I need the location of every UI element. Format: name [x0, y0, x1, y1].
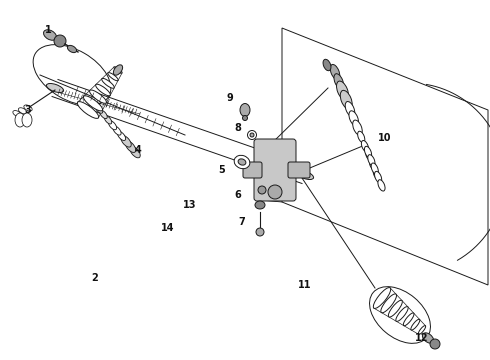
Ellipse shape — [118, 131, 125, 140]
FancyBboxPatch shape — [288, 162, 310, 178]
Ellipse shape — [368, 155, 375, 166]
Ellipse shape — [396, 307, 408, 321]
FancyBboxPatch shape — [243, 162, 262, 178]
Ellipse shape — [240, 104, 250, 117]
Ellipse shape — [130, 146, 140, 158]
Ellipse shape — [323, 59, 331, 71]
Ellipse shape — [345, 102, 355, 117]
Ellipse shape — [366, 151, 372, 160]
Ellipse shape — [349, 111, 359, 126]
Ellipse shape — [369, 160, 375, 170]
Ellipse shape — [77, 102, 98, 118]
Ellipse shape — [403, 313, 414, 326]
Ellipse shape — [125, 141, 136, 152]
Text: 12: 12 — [415, 333, 429, 343]
Text: 8: 8 — [235, 123, 242, 133]
Ellipse shape — [44, 30, 56, 40]
Ellipse shape — [108, 73, 118, 81]
Ellipse shape — [104, 116, 112, 124]
Ellipse shape — [96, 84, 110, 96]
Ellipse shape — [24, 105, 32, 111]
Text: 14: 14 — [161, 223, 175, 233]
Ellipse shape — [68, 45, 76, 53]
Ellipse shape — [102, 78, 114, 88]
Ellipse shape — [340, 90, 352, 109]
Text: 4: 4 — [135, 145, 142, 155]
Ellipse shape — [100, 110, 107, 118]
Ellipse shape — [114, 67, 122, 73]
Ellipse shape — [337, 81, 348, 100]
Ellipse shape — [108, 121, 117, 130]
Text: 11: 11 — [298, 280, 312, 290]
Text: 9: 9 — [226, 93, 233, 103]
Text: 10: 10 — [378, 133, 392, 143]
Ellipse shape — [371, 163, 378, 174]
Text: 7: 7 — [239, 217, 245, 227]
Ellipse shape — [362, 140, 368, 152]
Ellipse shape — [83, 96, 102, 111]
Ellipse shape — [378, 180, 385, 191]
Ellipse shape — [373, 169, 379, 179]
Circle shape — [268, 185, 282, 199]
Ellipse shape — [121, 135, 131, 147]
Ellipse shape — [95, 105, 103, 113]
Ellipse shape — [365, 146, 371, 158]
Ellipse shape — [258, 186, 266, 194]
Ellipse shape — [411, 319, 420, 330]
Circle shape — [430, 339, 440, 349]
Circle shape — [54, 35, 66, 47]
Ellipse shape — [373, 288, 391, 309]
Ellipse shape — [358, 131, 365, 143]
Text: 1: 1 — [45, 25, 51, 35]
Text: 6: 6 — [235, 190, 242, 200]
Ellipse shape — [422, 333, 434, 343]
Ellipse shape — [374, 171, 382, 183]
Text: 2: 2 — [92, 273, 98, 283]
FancyBboxPatch shape — [254, 139, 296, 201]
Ellipse shape — [234, 155, 250, 169]
Ellipse shape — [296, 171, 314, 180]
Text: 5: 5 — [219, 165, 225, 175]
Ellipse shape — [15, 113, 25, 127]
Ellipse shape — [247, 131, 256, 140]
Ellipse shape — [238, 159, 246, 165]
Ellipse shape — [90, 90, 106, 103]
Ellipse shape — [334, 74, 343, 89]
Ellipse shape — [381, 294, 396, 313]
Ellipse shape — [243, 116, 247, 121]
Ellipse shape — [250, 133, 254, 137]
Text: 13: 13 — [183, 200, 197, 210]
Ellipse shape — [13, 111, 21, 117]
Ellipse shape — [389, 300, 402, 317]
Ellipse shape — [113, 65, 122, 75]
Text: 3: 3 — [24, 105, 31, 115]
Ellipse shape — [113, 126, 121, 135]
Ellipse shape — [418, 325, 426, 334]
Ellipse shape — [255, 201, 265, 209]
Ellipse shape — [256, 228, 264, 236]
Ellipse shape — [47, 84, 64, 93]
Ellipse shape — [18, 108, 26, 114]
Ellipse shape — [353, 120, 362, 135]
Ellipse shape — [330, 64, 340, 80]
Ellipse shape — [22, 113, 32, 127]
